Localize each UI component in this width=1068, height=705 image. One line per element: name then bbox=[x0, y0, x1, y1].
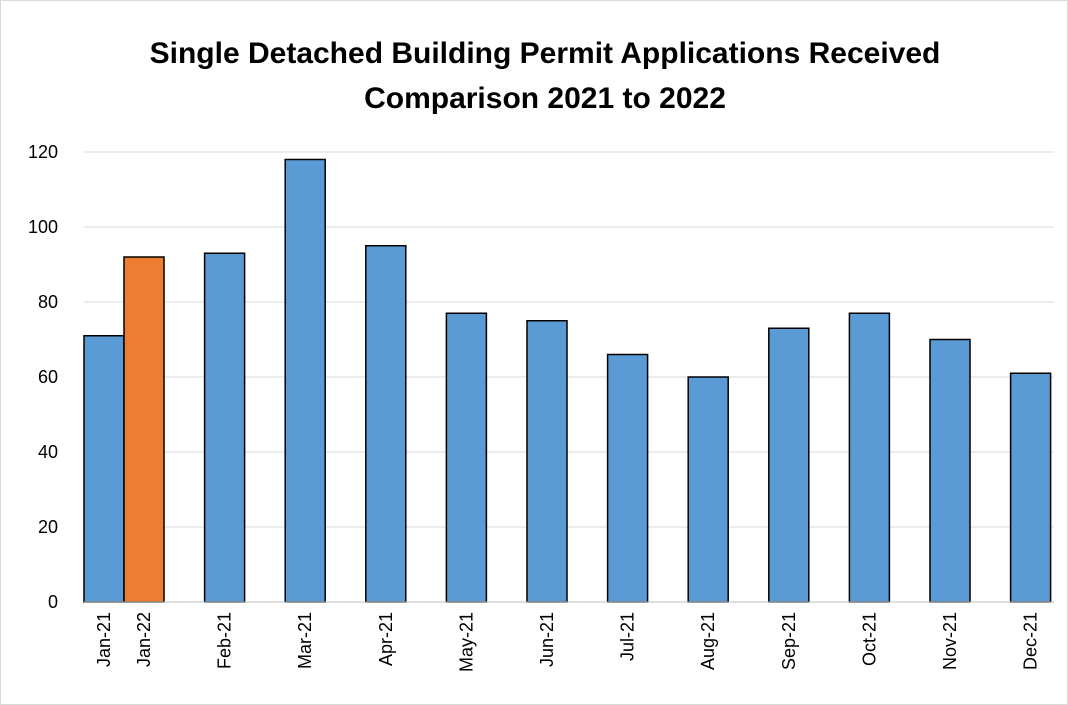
bar bbox=[687, 376, 729, 603]
x-tick-label: Oct-21 bbox=[859, 612, 879, 666]
bar bbox=[445, 312, 488, 603]
bar bbox=[929, 338, 971, 603]
x-tick-label: Jan-22 bbox=[134, 612, 154, 667]
bar bbox=[83, 335, 125, 603]
x-tick-label: Jun-21 bbox=[537, 612, 557, 667]
x-tick-label: Feb-21 bbox=[215, 612, 235, 669]
y-tick-label: 80 bbox=[38, 292, 58, 312]
bar bbox=[526, 320, 568, 603]
bar bbox=[1009, 372, 1052, 603]
bar bbox=[123, 256, 165, 603]
x-tick-label: Jul-21 bbox=[618, 612, 638, 661]
x-tick-label: May-21 bbox=[456, 612, 476, 672]
bar bbox=[606, 353, 649, 603]
x-tick-label: Mar-21 bbox=[295, 612, 315, 669]
bar bbox=[848, 312, 891, 603]
y-tick-label: 20 bbox=[38, 517, 58, 537]
y-tick-label: 120 bbox=[28, 142, 58, 162]
x-tick-label: Aug-21 bbox=[698, 612, 718, 670]
bar bbox=[365, 245, 407, 603]
chart-title: Single Detached Building Permit Applicat… bbox=[150, 37, 941, 70]
x-tick-label: Sep-21 bbox=[779, 612, 799, 670]
bar bbox=[768, 327, 810, 603]
y-tick-label: 40 bbox=[38, 442, 58, 462]
chart-title: Comparison 2021 to 2022 bbox=[364, 82, 726, 115]
x-tick-label: Jan-21 bbox=[94, 612, 114, 667]
y-tick-label: 60 bbox=[38, 367, 58, 387]
y-tick-label: 100 bbox=[28, 217, 58, 237]
y-tick-label: 0 bbox=[48, 592, 58, 612]
bar bbox=[203, 252, 246, 603]
x-tick-label: Dec-21 bbox=[1021, 612, 1041, 670]
x-tick-label: Nov-21 bbox=[940, 612, 960, 670]
x-tick-label: Apr-21 bbox=[376, 612, 396, 666]
bar bbox=[284, 158, 326, 603]
